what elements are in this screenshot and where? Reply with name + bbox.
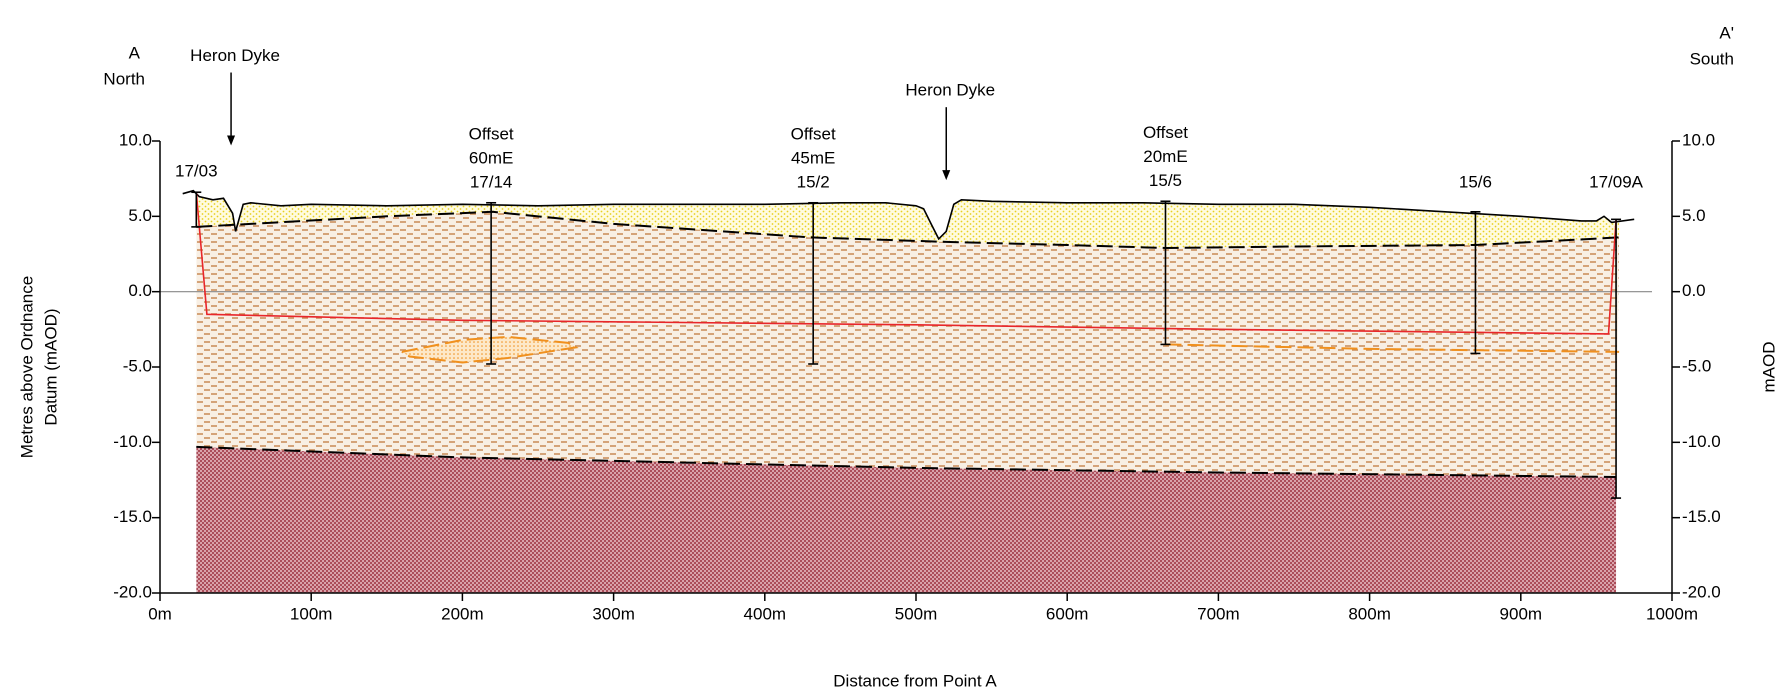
corner-label: A'	[1719, 23, 1734, 42]
series-line	[401, 335, 579, 364]
series-line	[1165, 343, 1620, 353]
y-axis-label: Metres above Ordnance	[17, 276, 36, 458]
borehole-label: 15/6	[1459, 172, 1492, 191]
x-tick-label: 600m	[1046, 604, 1089, 623]
y2-tick-label: 10.0	[1682, 130, 1715, 149]
x-tick-label: 100m	[290, 604, 333, 623]
x-tick-label: 1000m	[1646, 604, 1698, 623]
series-line	[196, 210, 1620, 250]
arrow-head	[227, 135, 236, 146]
y-tick-label: 10.0	[119, 130, 152, 149]
x-tick-label: 900m	[1500, 604, 1543, 623]
x-tick-label: 200m	[441, 604, 484, 623]
y-tick-label: 0.0	[128, 281, 152, 300]
x-tick-label: 300m	[592, 604, 635, 623]
x-tick-label: 400m	[744, 604, 787, 623]
y2-tick-label: -10.0	[1682, 432, 1721, 451]
annotation: Heron Dyke	[905, 81, 995, 100]
series-line	[196, 445, 1617, 478]
borehole-label: 15/5	[1149, 171, 1182, 190]
strata	[196, 193, 1620, 593]
x-tick-label: 700m	[1197, 604, 1240, 623]
borehole-offset: Offset	[1143, 123, 1188, 142]
y2-tick-label: 0.0	[1682, 281, 1706, 300]
y2-tick-label: -5.0	[1682, 356, 1711, 375]
borehole-label: 17/14	[470, 172, 513, 191]
borehole-offset: 45mE	[791, 148, 835, 167]
corner-label: North	[103, 69, 145, 88]
borehole-offset: 20mE	[1143, 147, 1187, 166]
series-line	[182, 189, 1635, 241]
clay-layer	[196, 211, 1620, 477]
borehole-offset: Offset	[791, 124, 836, 143]
y-tick-label: 5.0	[128, 206, 152, 225]
sand-layer	[196, 193, 1620, 248]
x-tick-label: 500m	[895, 604, 938, 623]
y-tick-label: -10.0	[113, 432, 152, 451]
corner-label: South	[1690, 49, 1734, 68]
borehole-label: 17/03	[175, 162, 218, 181]
y2-axis-label: mAOD	[1759, 342, 1778, 393]
annotation: Heron Dyke	[190, 46, 280, 65]
borehole-label: 17/09A	[1589, 172, 1644, 191]
y-tick-label: -20.0	[113, 582, 152, 601]
y2-tick-label: -15.0	[1682, 507, 1721, 526]
series-line	[195, 192, 1617, 335]
y-tick-label: -5.0	[123, 356, 152, 375]
y-axis-label: Datum (mAOD)	[41, 308, 60, 425]
y2-tick-label: 5.0	[1682, 206, 1706, 225]
corner-label: A	[129, 43, 141, 62]
base-layer	[196, 446, 1617, 593]
borehole-label: 15/2	[797, 172, 830, 191]
y2-tick-label: -20.0	[1682, 582, 1721, 601]
x-tick-label: 0m	[148, 604, 172, 623]
y-tick-label: -15.0	[113, 507, 152, 526]
x-axis-label: Distance from Point A	[833, 671, 997, 690]
borehole-offset: 60mE	[469, 148, 513, 167]
arrow-head	[942, 170, 951, 181]
x-tick-label: 800m	[1348, 604, 1391, 623]
borehole-offset: Offset	[469, 124, 514, 143]
